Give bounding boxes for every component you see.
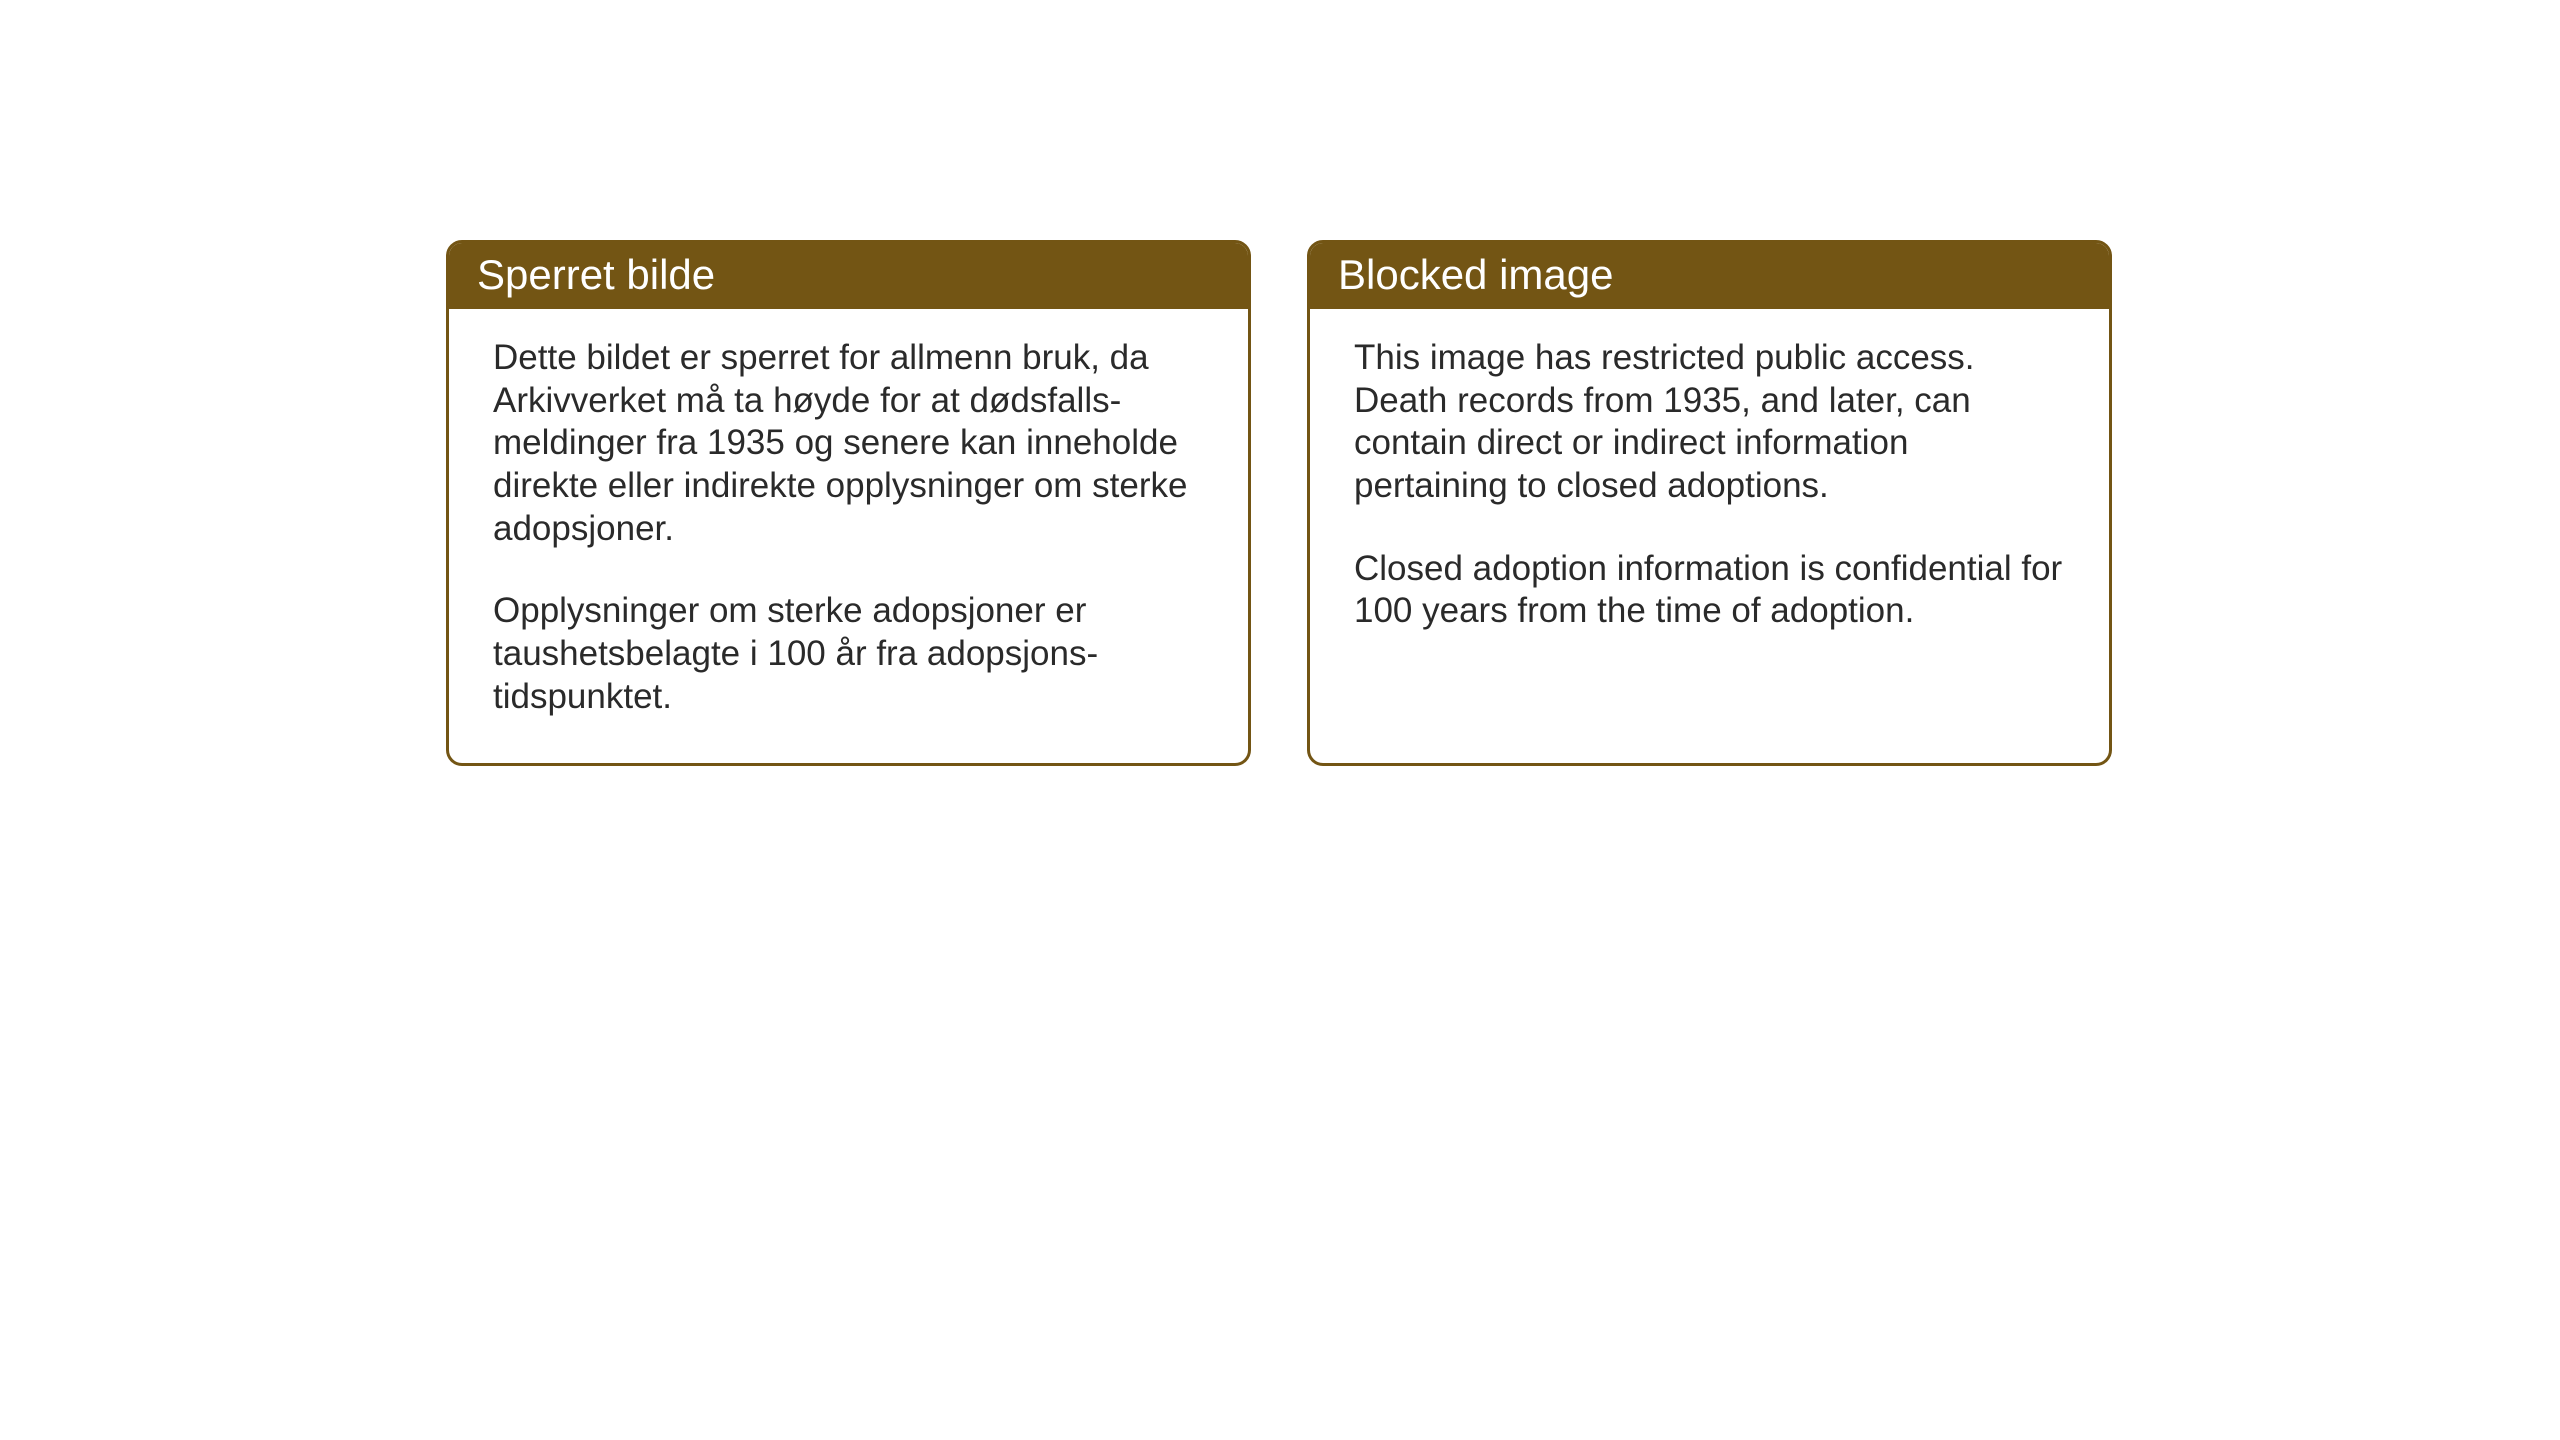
notice-paragraph: This image has restricted public access.… — [1354, 337, 2065, 508]
notice-paragraph: Opplysninger om sterke adopsjoner er tau… — [493, 590, 1204, 718]
notice-header-norwegian: Sperret bilde — [449, 243, 1248, 309]
notice-body-norwegian: Dette bildet er sperret for allmenn bruk… — [449, 309, 1248, 763]
notice-paragraph: Closed adoption information is confident… — [1354, 548, 2065, 633]
notice-paragraph: Dette bildet er sperret for allmenn bruk… — [493, 337, 1204, 550]
notice-header-english: Blocked image — [1310, 243, 2109, 309]
notice-body-english: This image has restricted public access.… — [1310, 309, 2109, 677]
notice-container: Sperret bilde Dette bildet er sperret fo… — [0, 0, 2560, 766]
notice-card-norwegian: Sperret bilde Dette bildet er sperret fo… — [446, 240, 1251, 766]
notice-card-english: Blocked image This image has restricted … — [1307, 240, 2112, 766]
